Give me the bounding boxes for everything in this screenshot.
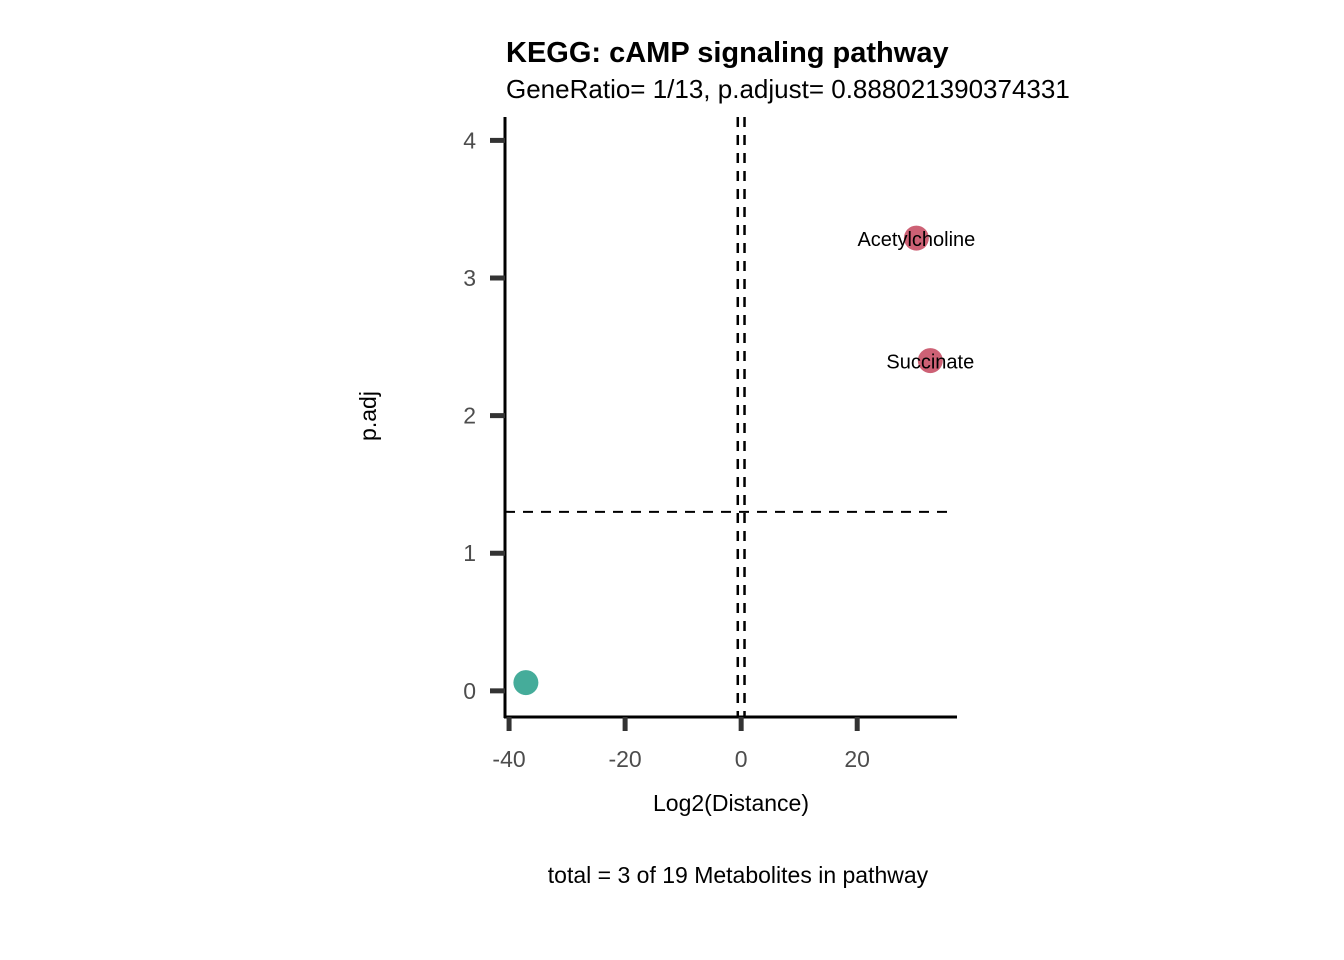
x-tick-label: -40 <box>492 746 525 772</box>
chart-title: KEGG: cAMP signaling pathway <box>506 37 949 69</box>
y-tick-label: 4 <box>463 127 476 153</box>
y-tick-label: 0 <box>463 678 476 704</box>
x-axis-label: Log2(Distance) <box>653 790 809 816</box>
data-point <box>903 225 929 251</box>
data-point <box>513 670 539 696</box>
y-tick-label: 1 <box>463 540 476 566</box>
point-label: Succinate <box>886 352 974 374</box>
data-point <box>917 348 943 374</box>
x-tick-label: -20 <box>608 746 641 772</box>
chart-caption: total = 3 of 19 Metabolites in pathway <box>548 862 929 888</box>
y-axis-label: p.adj <box>355 391 381 441</box>
x-tick-label: 20 <box>844 746 870 772</box>
chart-subtitle: GeneRatio= 1/13, p.adjust= 0.88802139037… <box>506 74 1070 104</box>
y-tick-label: 2 <box>463 403 476 429</box>
y-tick-label: 3 <box>463 265 476 291</box>
point-label: Acetylcholine <box>857 229 975 251</box>
x-tick-label: 0 <box>735 746 748 772</box>
